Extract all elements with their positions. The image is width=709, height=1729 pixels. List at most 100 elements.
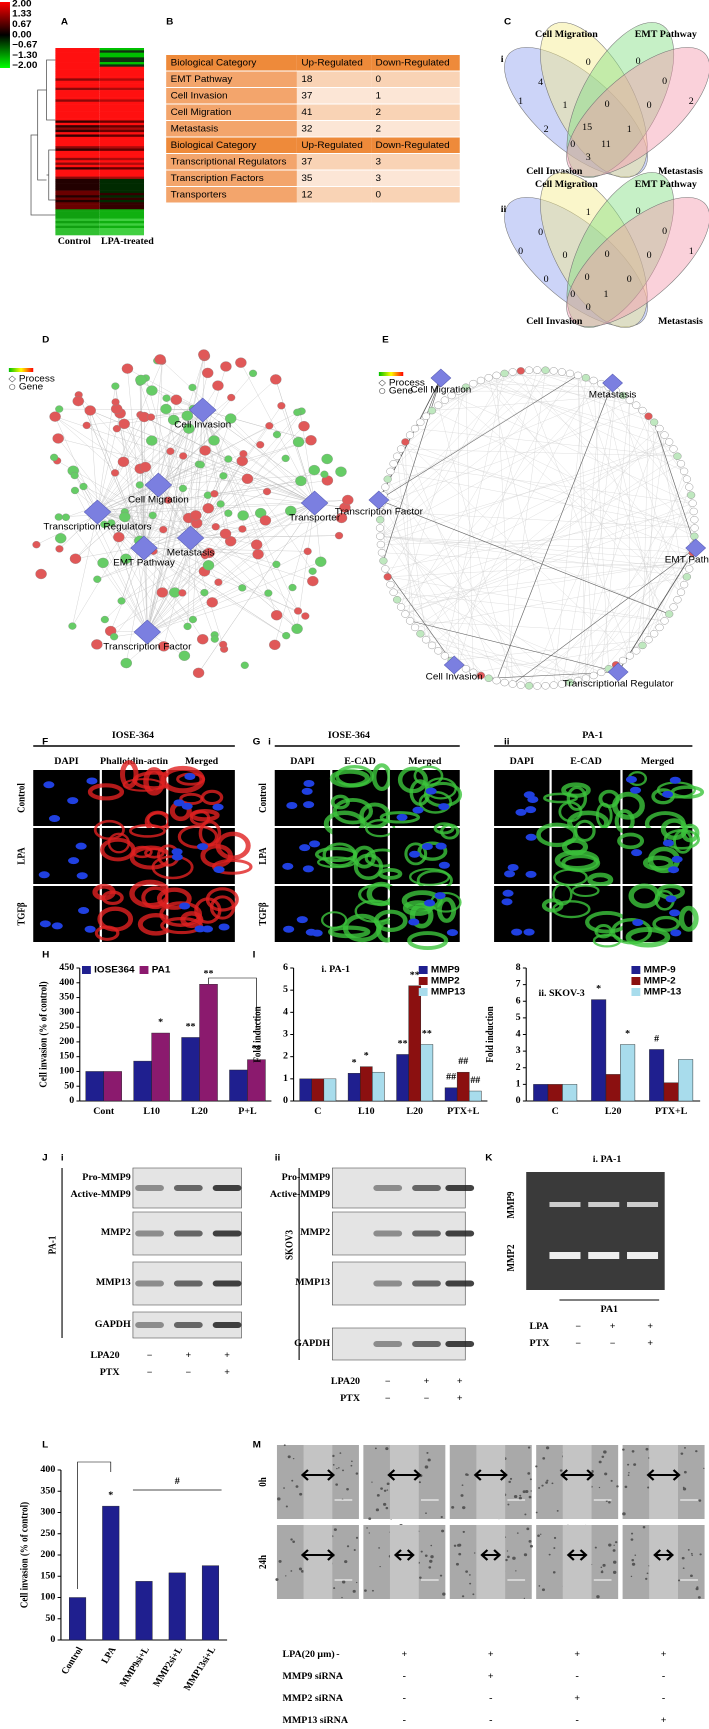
- venn-set-label: Cell Migration: [535, 30, 599, 39]
- gene-node: [120, 553, 132, 564]
- gap-arrow: [560, 1469, 595, 1481]
- legend-label: IOSE364: [94, 965, 135, 975]
- speckle: [441, 1529, 445, 1533]
- table-header: Down-Regulated: [376, 58, 450, 68]
- gene-node: [650, 630, 659, 638]
- speckle: [600, 1566, 603, 1569]
- network-edge: [601, 400, 630, 673]
- gene-node: [135, 481, 144, 489]
- significance-mark: **: [186, 1023, 196, 1032]
- gel-band: [627, 1252, 659, 1259]
- gene-node: [376, 540, 385, 549]
- network-edge: [405, 370, 546, 615]
- gene-node: [111, 398, 120, 406]
- heatmap-cell: [55, 146, 100, 149]
- nucleus: [39, 920, 51, 928]
- network-edge: [380, 370, 521, 520]
- bar: [456, 1071, 470, 1102]
- heatmap-cell: [55, 206, 100, 210]
- network-edge: [577, 375, 665, 621]
- network-edge: [617, 547, 696, 673]
- network-edge: [601, 568, 690, 673]
- speckle: [642, 1526, 646, 1529]
- gene-node: [308, 567, 317, 575]
- network-edge: [420, 428, 660, 634]
- speckle: [683, 1470, 687, 1474]
- speckle: [355, 1536, 359, 1539]
- network-edge: [512, 547, 696, 685]
- table-header-cell: [166, 137, 297, 153]
- heatmap-cell: [55, 71, 100, 75]
- legend-swatch: [81, 966, 91, 974]
- network-edge: [378, 375, 579, 501]
- cell-line-label: SKOV3: [285, 1230, 295, 1260]
- band-label: Pro-MMP9: [282, 1173, 331, 1182]
- gene-node: [113, 531, 125, 543]
- venn-count: 0: [518, 247, 523, 256]
- gene-node: [320, 470, 329, 478]
- gene-node: [70, 486, 80, 495]
- table-cell-text: 32: [301, 124, 312, 134]
- heatmap-cell: [55, 122, 100, 126]
- network-edge: [190, 535, 340, 539]
- speckle: [376, 1494, 380, 1497]
- network-edge: [414, 456, 678, 628]
- x-tick-label: L10: [143, 1107, 160, 1116]
- network-edge: [496, 382, 613, 681]
- cell-signal: [87, 783, 125, 801]
- significance-mark: ##: [446, 1073, 456, 1082]
- table-cell-text: 1: [376, 91, 382, 101]
- network-edge: [97, 511, 188, 627]
- speckle: [419, 1576, 422, 1579]
- venn-count: 0: [538, 228, 543, 237]
- gene-node: [581, 374, 590, 382]
- bar: [396, 1054, 409, 1102]
- heatmap-cell: [99, 59, 145, 63]
- heatmap-cell: [99, 216, 145, 219]
- speckle: [631, 1562, 636, 1566]
- process-node: [83, 499, 112, 525]
- network-edge: [187, 415, 315, 504]
- network-edge: [380, 536, 693, 553]
- gene-node: [405, 617, 415, 625]
- nucleus: [665, 895, 677, 903]
- nucleus: [525, 833, 537, 841]
- gene-node: [49, 411, 61, 422]
- gene-node: [682, 573, 691, 581]
- speckle: [535, 1465, 538, 1468]
- heatmap-cell: [99, 55, 145, 58]
- y-tick-label: 50: [64, 1082, 74, 1091]
- table-cell-text: 18: [301, 75, 312, 85]
- blot-band: [445, 1230, 475, 1237]
- gene-node: [282, 632, 291, 640]
- heatmap-cell: [99, 76, 145, 79]
- gene-node: [665, 610, 674, 618]
- network-edge: [451, 639, 649, 661]
- network-edge: [401, 560, 692, 608]
- heatmap-cell: [55, 160, 100, 163]
- speckle: [507, 1503, 510, 1506]
- gene-node: [308, 464, 320, 476]
- heatmap-cell: [55, 204, 100, 208]
- network-edge: [381, 552, 690, 570]
- heatmap-cell: [99, 94, 145, 98]
- treatment-sign: −: [424, 1394, 430, 1403]
- x-tick-label: LPA: [100, 1646, 119, 1666]
- cell-signal: [97, 906, 134, 932]
- gene-node: [492, 371, 501, 380]
- bracket: [77, 1461, 112, 1589]
- speckle: [351, 1460, 353, 1462]
- nucleus: [446, 929, 458, 937]
- heatmap-cell: [99, 164, 145, 168]
- gene-node: [200, 551, 210, 560]
- treatment-sign: +: [457, 1394, 463, 1403]
- speckle: [425, 1512, 427, 1514]
- heatmap-cell: [55, 232, 100, 236]
- bar: [151, 1032, 170, 1102]
- nucleus: [296, 916, 308, 924]
- gene-node: [335, 512, 348, 524]
- gene-node: [393, 596, 402, 604]
- heatmap-cell: [99, 127, 145, 131]
- treatment-label: MMP2 siRNA: [282, 1694, 343, 1703]
- nucleus: [507, 863, 519, 871]
